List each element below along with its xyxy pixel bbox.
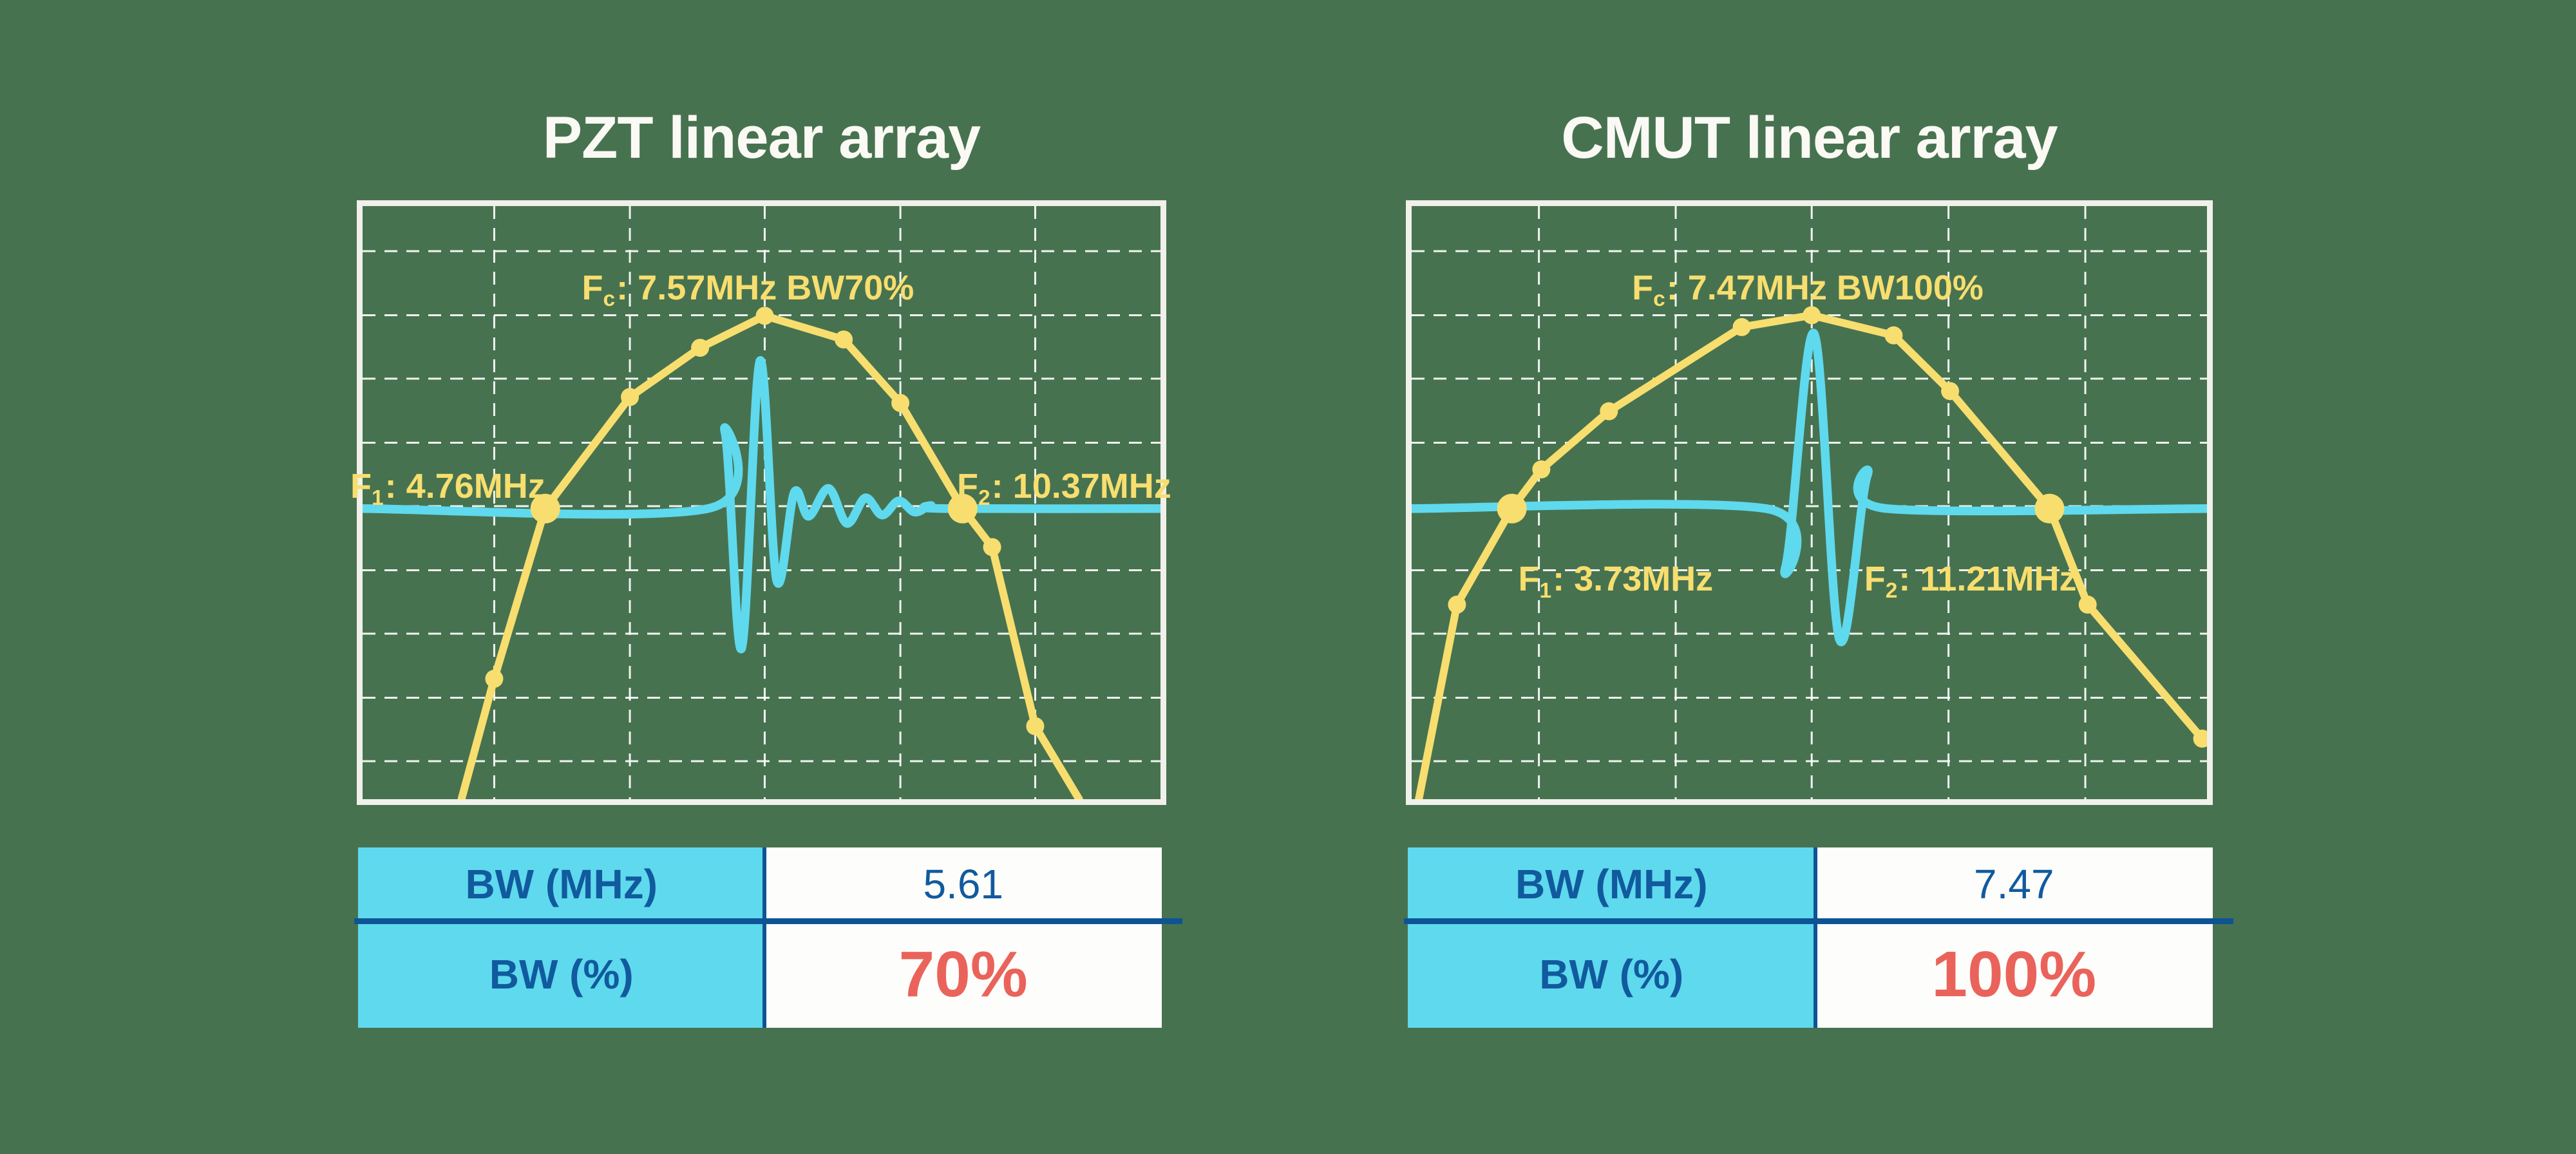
spectrum-dot bbox=[2034, 493, 2065, 524]
spectrum-dot bbox=[1026, 717, 1045, 735]
spectrum-dot bbox=[835, 330, 853, 349]
cmut-bw-mhz-label-cell: BW (MHz) bbox=[1408, 847, 1815, 921]
pzt-chart-frame: Fc: 7.57MHz BW70% F1: 4.76MHz F2: 10.37M… bbox=[350, 200, 1171, 805]
cmut-bandwidth-table: BW (MHz) 7.47 BW (%) 100% bbox=[1404, 847, 2233, 1028]
spectrum-dot bbox=[2193, 730, 2207, 748]
spectrum-curve bbox=[1415, 311, 2206, 799]
spectrum-dot bbox=[485, 670, 504, 688]
pzt-center-frequency-label: Fc: 7.57MHz BW70% bbox=[582, 268, 914, 312]
spectrum-dot bbox=[947, 493, 978, 524]
table-column-divider bbox=[762, 847, 767, 1028]
pzt-bw-mhz-label-cell: BW (MHz) bbox=[358, 847, 765, 921]
table-row-divider bbox=[354, 918, 1182, 924]
spectrum-dot bbox=[1941, 382, 1960, 401]
spectrum-dot bbox=[1497, 493, 1527, 524]
cmut-f1-label: F1: 3.73MHz bbox=[1518, 559, 1714, 603]
cmut-chart-title: CMUT linear array bbox=[1561, 105, 2058, 171]
cmut-center-frequency-label: Fc: 7.47MHz BW100% bbox=[1632, 268, 1984, 312]
cmut-f2-label: F2: 11.21MHz bbox=[1864, 559, 2077, 603]
cmut-plot bbox=[1412, 206, 2207, 799]
cmut-bw-mhz-value-cell: 7.47 bbox=[1815, 847, 2213, 921]
spectrum-dot bbox=[1803, 306, 1821, 325]
table-row: BW (%) 100% bbox=[1408, 921, 2213, 1028]
spectrum-dot bbox=[1884, 326, 1903, 345]
spectrum-dot bbox=[1532, 460, 1551, 478]
pzt-plot bbox=[363, 206, 1160, 799]
spectrum-dot bbox=[530, 493, 560, 524]
table-row-divider bbox=[1404, 918, 2233, 924]
cmut-chart-frame: Fc: 7.47MHz BW100% F1: 3.73MHz F2: 11.21… bbox=[1406, 200, 2213, 805]
pzt-f1-label: F1: 4.76MHz bbox=[350, 467, 545, 511]
table-row: BW (MHz) 5.61 bbox=[358, 847, 1162, 921]
pulse-waveform bbox=[363, 356, 1160, 654]
spectrum-dot bbox=[1448, 595, 1466, 614]
spectrum-dot bbox=[983, 538, 1001, 556]
table-row: BW (%) 70% bbox=[358, 921, 1162, 1028]
spectrum-dot bbox=[1600, 402, 1618, 421]
pzt-bandwidth-table: BW (MHz) 5.61 BW (%) 70% bbox=[354, 847, 1182, 1028]
pzt-f2-label: F2: 10.37MHz bbox=[957, 467, 1171, 511]
spectrum-dot bbox=[755, 307, 774, 325]
table-column-divider bbox=[1813, 847, 1817, 1028]
spectrum-dot bbox=[2078, 595, 2097, 614]
cmut-bw-pct-label-cell: BW (%) bbox=[1408, 921, 1815, 1028]
spectrum-dot bbox=[1732, 317, 1751, 336]
table-row: BW (MHz) 7.47 bbox=[1408, 847, 2213, 921]
pzt-chart-title: PZT linear array bbox=[542, 105, 981, 171]
pzt-bw-pct-value-cell: 70% bbox=[764, 921, 1162, 1028]
pzt-bw-mhz-value-cell: 5.61 bbox=[764, 847, 1162, 921]
spectrum-dot bbox=[691, 339, 710, 357]
cmut-bw-pct-value-cell: 100% bbox=[1815, 921, 2213, 1028]
pzt-bw-pct-label-cell: BW (%) bbox=[358, 921, 765, 1028]
spectrum-dot bbox=[621, 388, 639, 406]
spectrum-curve bbox=[457, 312, 1083, 799]
spectrum-dot bbox=[891, 393, 910, 412]
pulse-waveform bbox=[1412, 328, 2207, 647]
